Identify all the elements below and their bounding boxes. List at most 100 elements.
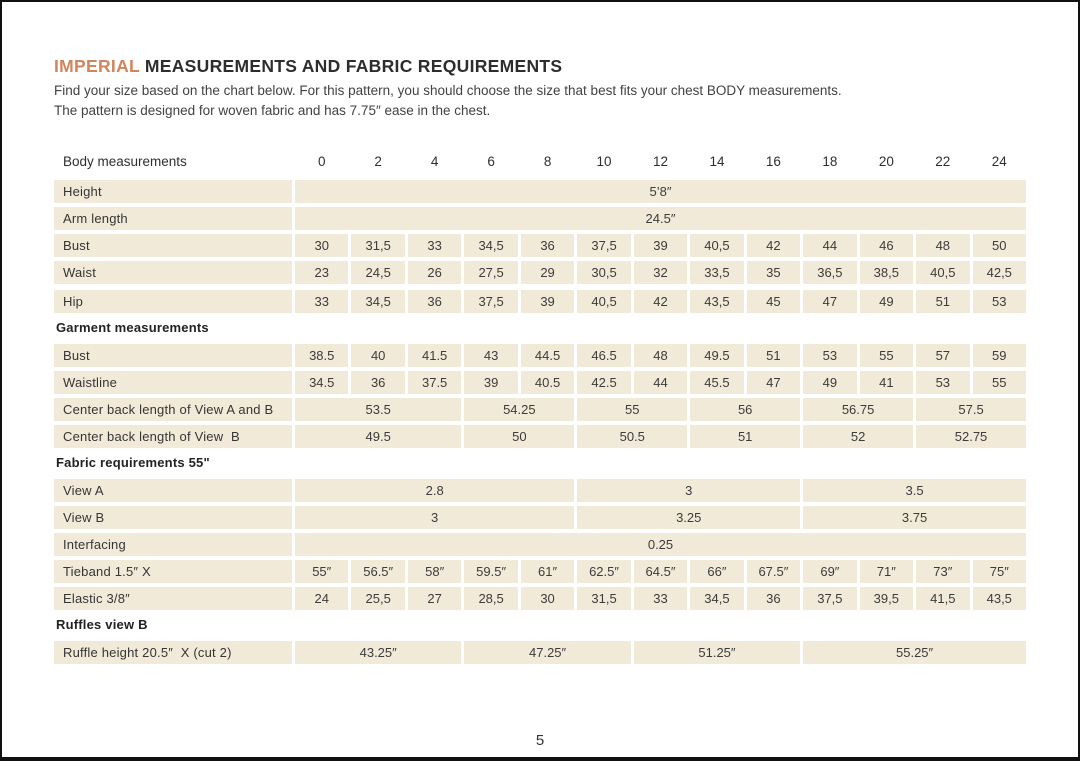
table-cell: 28,5 bbox=[464, 587, 518, 610]
table-cell: 66″ bbox=[690, 560, 744, 583]
size-column-header: 10 bbox=[596, 154, 612, 169]
table-cell: 34,5 bbox=[464, 234, 518, 257]
table-cell: 36 bbox=[746, 587, 801, 610]
table-cell: 40,5 bbox=[916, 261, 970, 284]
row-label: Height bbox=[54, 180, 292, 203]
table-cell: 33,5 bbox=[690, 261, 744, 284]
table-cell: 43,5 bbox=[972, 587, 1026, 610]
table-cell: 33 bbox=[407, 234, 462, 257]
page-title-rest: MEASUREMENTS AND FABRIC REQUIREMENTS bbox=[139, 56, 563, 76]
table-cell: 49.5 bbox=[690, 344, 744, 367]
table-cell: 42,5 bbox=[972, 261, 1026, 284]
table-cell: 52.75 bbox=[916, 425, 1026, 448]
size-column-header: 22 bbox=[935, 154, 951, 169]
table-cell: 40 bbox=[351, 344, 405, 367]
table-cell: 54.25 bbox=[464, 398, 575, 421]
table-cell: 39 bbox=[633, 234, 688, 257]
size-column-header: 20 bbox=[878, 154, 894, 169]
table-cell: 3.25 bbox=[577, 506, 801, 529]
table-cell: 39 bbox=[520, 290, 575, 313]
table-cell: 31,5 bbox=[577, 587, 631, 610]
row-label: Center back length of View B bbox=[54, 425, 292, 448]
table-cell: 30 bbox=[520, 587, 575, 610]
table-header-row: Body measurements 0 2 4 6 8 10 12 14 16 18 20 22 24 bbox=[54, 151, 1026, 173]
table-cell: 49 bbox=[859, 290, 914, 313]
section-header: Garment measurements bbox=[56, 320, 209, 335]
page-content: IMPERIAL MEASUREMENTS AND FABRIC REQUIRE… bbox=[2, 2, 1078, 664]
table-cell: 30,5 bbox=[577, 261, 631, 284]
row-label: Tieband 1.5″ X bbox=[54, 560, 292, 583]
table-row: Waist 23 24,5 26 27,5 29 30,5 32 33,5 35 36,5 38,5 4… bbox=[54, 261, 1026, 284]
table-cell: 47.25″ bbox=[464, 641, 631, 664]
table-cell: 50.5 bbox=[577, 425, 688, 448]
table-cell: 43,5 bbox=[690, 290, 744, 313]
table-cell: 38.5 bbox=[295, 344, 349, 367]
table-row: Elastic 3/8″ 24 25,5 27 28,5 30 31,5 33 34,5 36 37… bbox=[54, 587, 1026, 610]
table-cell: 39,5 bbox=[859, 587, 914, 610]
table-cell: 55″ bbox=[295, 560, 349, 583]
page-number: 5 bbox=[535, 732, 545, 749]
table-cell: 2.8 bbox=[295, 479, 575, 502]
row-label: View A bbox=[54, 479, 292, 502]
table-cell: 55 bbox=[972, 371, 1026, 394]
table-cell: 34.5 bbox=[295, 371, 349, 394]
size-column-header: 4 bbox=[430, 154, 439, 169]
table-cell: 62.5″ bbox=[577, 560, 631, 583]
table-cell: 67.5″ bbox=[746, 560, 801, 583]
table-cell: 53 bbox=[972, 290, 1026, 313]
table-cell: 40,5 bbox=[690, 234, 744, 257]
table-row: View B 3 3.25 3.75 bbox=[54, 506, 1026, 529]
table-cell: 33 bbox=[295, 290, 349, 313]
table-cell: 75″ bbox=[972, 560, 1026, 583]
table-cell: 49 bbox=[803, 371, 857, 394]
table-header-label: Body measurements bbox=[63, 154, 187, 169]
table-cell: 59 bbox=[972, 344, 1026, 367]
row-label: Hip bbox=[54, 290, 292, 313]
table-cell: 57.5 bbox=[916, 398, 1026, 421]
table-cell: 59.5″ bbox=[464, 560, 518, 583]
table-row: Hip 33 34,5 36 37,5 39 40,5 42 43,5 45 47 49 51 53 bbox=[54, 290, 1026, 313]
table-cell: 51 bbox=[916, 290, 970, 313]
table-cell: 42 bbox=[746, 234, 801, 257]
table-cell: 37,5 bbox=[577, 234, 631, 257]
table-cell: 27 bbox=[407, 587, 462, 610]
size-column-header: 24 bbox=[991, 154, 1007, 169]
table-cell: 58″ bbox=[407, 560, 462, 583]
size-column-header: 12 bbox=[652, 154, 668, 169]
table-cell: 53 bbox=[803, 344, 857, 367]
row-label: Arm length bbox=[54, 207, 292, 230]
row-label: Elastic 3/8″ bbox=[54, 587, 292, 610]
table-row: Ruffle height 20.5″ X (cut 2) 43.25″ 47.25… bbox=[54, 641, 1026, 664]
page-title-highlight: IMPERIAL bbox=[54, 56, 140, 76]
table-cell: 32 bbox=[633, 261, 688, 284]
table-cell: 45 bbox=[746, 290, 801, 313]
table-cell: 37.5 bbox=[407, 371, 462, 394]
table-cell: 36,5 bbox=[803, 261, 857, 284]
table-cell: 55.25″ bbox=[803, 641, 1026, 664]
row-label: Bust bbox=[54, 234, 292, 257]
table-cell: 51 bbox=[690, 425, 801, 448]
table-cell: 44.5 bbox=[520, 344, 575, 367]
row-label: Waistline bbox=[54, 371, 292, 394]
table-cell: 53 bbox=[916, 371, 970, 394]
table-cell: 3 bbox=[577, 479, 801, 502]
table-cell: 27,5 bbox=[464, 261, 518, 284]
row-label: Interfacing bbox=[54, 533, 292, 556]
table-cell: 36 bbox=[351, 371, 405, 394]
table-cell: 61″ bbox=[520, 560, 575, 583]
row-label: View B bbox=[54, 506, 292, 529]
table-cell: 56.75 bbox=[803, 398, 914, 421]
table-cell: 39 bbox=[464, 371, 518, 394]
table-cell: 25,5 bbox=[351, 587, 405, 610]
table-cell: 43.25″ bbox=[295, 641, 462, 664]
table-cell: 41,5 bbox=[916, 587, 970, 610]
size-table: Body measurements 0 2 4 6 8 10 12 14 16 18 20 22 24 He… bbox=[54, 151, 1026, 664]
table-cell: 51 bbox=[746, 344, 801, 367]
table-cell: 30 bbox=[295, 234, 349, 257]
table-cell: 52 bbox=[803, 425, 914, 448]
table-cell: 55 bbox=[577, 398, 688, 421]
size-column-header: 14 bbox=[709, 154, 725, 169]
table-cell: 47 bbox=[746, 371, 801, 394]
table-cell: 36 bbox=[520, 234, 575, 257]
table-cell: 46 bbox=[859, 234, 914, 257]
